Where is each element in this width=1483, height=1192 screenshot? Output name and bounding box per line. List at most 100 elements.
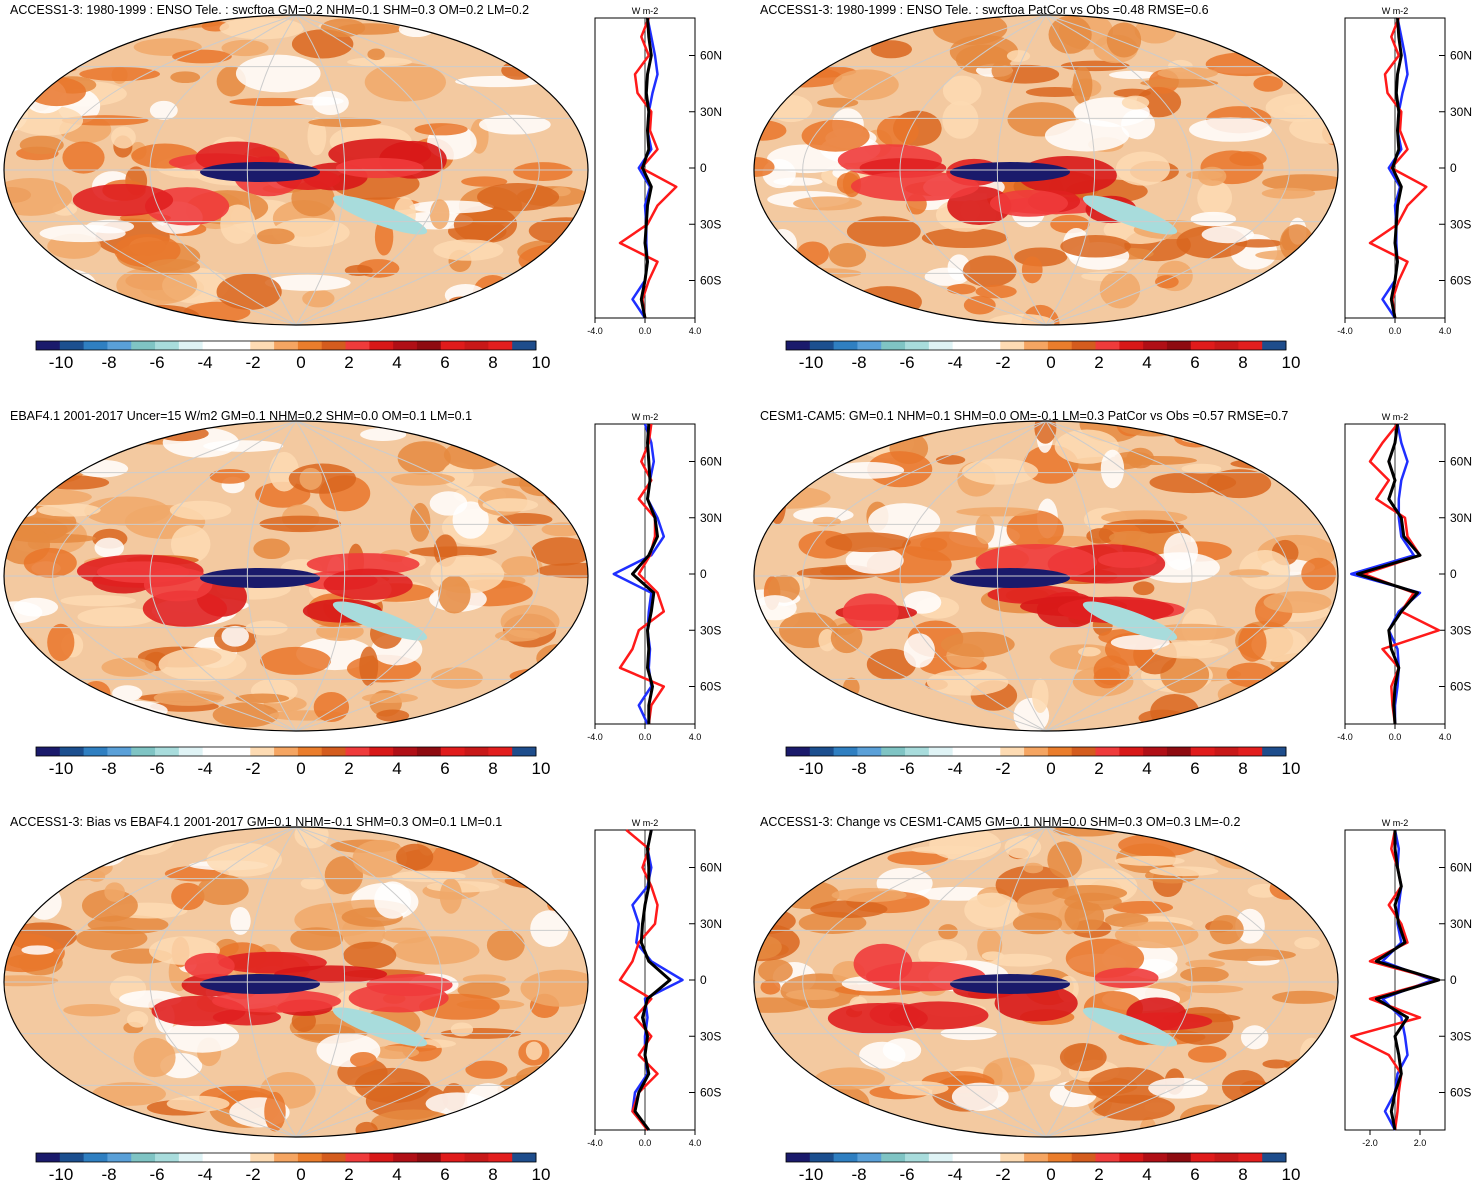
colorbar-swatch [440,341,466,350]
map-blob [1243,852,1319,872]
colorbar-label: 8 [488,759,497,778]
graticule-lon [295,827,443,1137]
map-blob [439,878,463,914]
lat-tick-label: 30S [1450,623,1471,637]
map-blob [4,24,43,52]
colorbar-swatch [1119,341,1144,350]
colorbar-swatch [107,747,132,756]
map-blob [520,867,588,889]
map-blob [513,162,573,181]
map-blob [1303,847,1338,883]
colorbar-label: 0 [1046,1165,1055,1184]
lat-tick-label: 60S [1450,680,1471,694]
map-blob [829,1128,902,1137]
colorbar-label: 10 [1282,353,1301,372]
map-blob [754,595,797,621]
colorbar-swatch [928,1153,954,1162]
graticule-lon [1045,827,1193,1137]
colorbar-swatch [928,747,954,756]
world-map [3,826,589,1138]
map-blob [203,440,284,452]
graticule-lon [802,827,1047,1137]
map-blob [1023,862,1044,874]
colorbar-swatch [786,341,811,350]
map-red-region [850,171,980,202]
colorbar-swatch [369,1153,394,1162]
map-blob [4,861,57,900]
colorbar-label: 2 [344,353,353,372]
map-blob [71,1101,92,1122]
map-blob [1274,688,1338,701]
colorbar-swatch [1000,1153,1025,1162]
map-red-region [211,989,342,1013]
map-blob [920,537,948,552]
map-blob [475,697,558,724]
lat-tick-label: 0 [700,161,707,175]
map-blob [4,421,40,438]
colorbar-swatch [786,1153,811,1162]
map-blob [482,498,539,512]
map-blob [4,440,63,457]
map-blob [837,1114,895,1137]
colorbar-swatch [1190,747,1216,756]
colorbar-label: 10 [1282,759,1301,778]
map-border [753,420,1339,732]
map-blob [1306,827,1338,849]
map-blob [1272,255,1338,295]
colorbar-swatch [1095,747,1120,756]
graticule-lon [246,15,297,325]
colorbar-swatch [952,1153,977,1162]
map-blob [842,421,909,442]
map-blob [158,647,247,682]
map-blob [221,625,249,647]
lat-tick-label: 60N [1450,861,1472,875]
map-blob [1187,1045,1227,1063]
map-blob [6,269,37,304]
map-blob [61,115,149,126]
map-blob [6,827,84,841]
map-blob [1173,427,1218,448]
map-blob [4,833,53,846]
map-blob [767,144,848,174]
graticule-lon [1045,827,1096,1137]
map-blob [112,685,143,702]
map-blob [515,435,559,468]
map-blob [926,669,1009,696]
colorbar-swatch [1000,747,1025,756]
x-tick-label: 0.0 [639,1138,652,1148]
colorbar-label: -6 [149,759,164,778]
colorbar-label: 6 [1190,1165,1199,1184]
map-blob [833,69,899,101]
x-tick-label: -4.0 [587,1138,603,1148]
map-blob [34,854,113,882]
map-blob [294,827,329,849]
map-blob [754,719,805,731]
map-blob [1208,948,1296,961]
map-blob [1180,967,1229,983]
panel-svg: -10 -8 -6 -4 -2 0 2 4 6 8 10 W m-2 60N 30N 0 30S 60S -4.0… [3,412,722,778]
map-blob [785,989,840,1001]
map-blob [216,273,282,310]
panel-svg: -10 -8 -6 -4 -2 0 2 4 6 8 10 W m-2 60N 30N 0 30S 60S -4.0… [753,6,1472,372]
colorbar-label: 10 [532,353,551,372]
map-blob [1149,866,1219,877]
colorbar-swatch [488,341,513,350]
colorbar-swatch [1214,1153,1239,1162]
map-blob [938,924,958,940]
colorbar-swatch [1143,747,1168,756]
map-blob [1292,844,1333,870]
panel-p1: ACCESS1-3: 1980-1999 : ENSO Tele. : swcf… [0,0,733,380]
colorbar-label: 10 [1282,1165,1301,1184]
map-blob [817,97,859,108]
colorbar-swatch [131,341,156,350]
world-map [753,420,1339,732]
map-blob [461,176,508,187]
map-blob [921,227,1008,249]
panel-p2: ACCESS1-3: 1980-1999 : ENSO Tele. : swcf… [750,0,1483,380]
graticule-lon [52,421,297,731]
colorbar: -10 -8 -6 -4 -2 0 2 4 6 8 10 [35,746,550,778]
map-blob [1121,95,1150,110]
map-blob [364,62,446,102]
map-blob [172,49,232,64]
map-blob [1270,660,1315,695]
